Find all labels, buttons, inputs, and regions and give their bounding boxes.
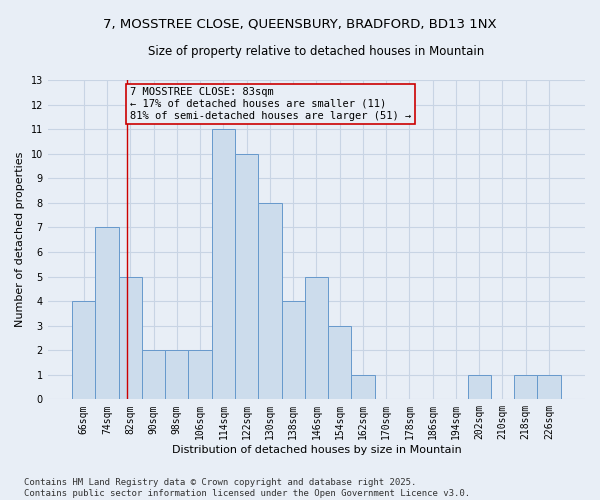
Y-axis label: Number of detached properties: Number of detached properties xyxy=(15,152,25,328)
Bar xyxy=(72,301,95,400)
Bar xyxy=(95,228,119,400)
Bar xyxy=(212,129,235,400)
Bar xyxy=(538,375,560,400)
Bar xyxy=(142,350,165,400)
Bar xyxy=(351,375,374,400)
Bar xyxy=(119,276,142,400)
Bar xyxy=(235,154,258,400)
Text: 7, MOSSTREE CLOSE, QUEENSBURY, BRADFORD, BD13 1NX: 7, MOSSTREE CLOSE, QUEENSBURY, BRADFORD,… xyxy=(103,18,497,30)
Text: Contains HM Land Registry data © Crown copyright and database right 2025.
Contai: Contains HM Land Registry data © Crown c… xyxy=(24,478,470,498)
Bar xyxy=(165,350,188,400)
Bar xyxy=(188,350,212,400)
Text: 7 MOSSTREE CLOSE: 83sqm
← 17% of detached houses are smaller (11)
81% of semi-de: 7 MOSSTREE CLOSE: 83sqm ← 17% of detache… xyxy=(130,88,411,120)
Bar xyxy=(328,326,351,400)
Bar xyxy=(258,203,281,400)
Bar xyxy=(305,276,328,400)
Bar xyxy=(467,375,491,400)
Bar xyxy=(281,301,305,400)
Bar xyxy=(514,375,538,400)
X-axis label: Distribution of detached houses by size in Mountain: Distribution of detached houses by size … xyxy=(172,445,461,455)
Title: Size of property relative to detached houses in Mountain: Size of property relative to detached ho… xyxy=(148,45,485,58)
